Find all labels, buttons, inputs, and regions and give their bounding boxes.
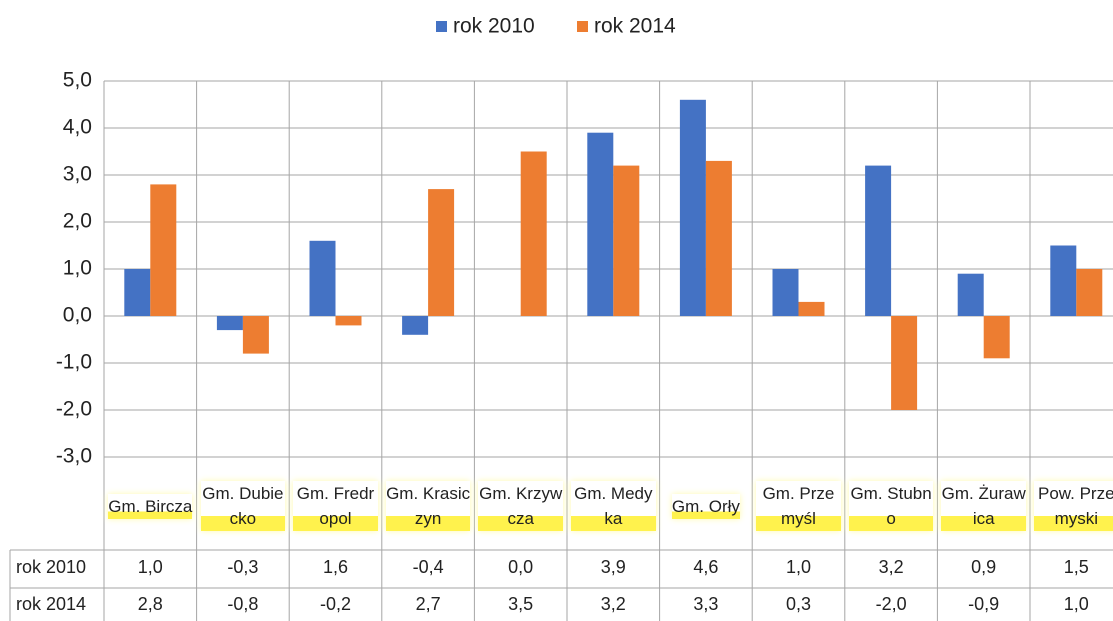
bar bbox=[772, 269, 799, 316]
table-value: 2,8 bbox=[138, 594, 163, 614]
bar bbox=[216, 316, 243, 331]
table-value: 1,0 bbox=[1064, 594, 1089, 614]
bar bbox=[865, 165, 892, 316]
bar bbox=[613, 165, 640, 316]
table-value: 0,0 bbox=[508, 557, 533, 577]
bar bbox=[402, 316, 429, 335]
bar bbox=[124, 269, 151, 316]
bar bbox=[1050, 245, 1077, 316]
x-tick-text: Gm. Orły bbox=[671, 493, 740, 519]
table-value: 3,2 bbox=[601, 594, 626, 614]
x-tick-label: Gm. Przemyśl bbox=[752, 462, 845, 550]
bar bbox=[520, 151, 547, 316]
y-tick-label: 4,0 bbox=[63, 116, 92, 139]
bar bbox=[1076, 269, 1103, 316]
table-row-label: rok 2014 bbox=[16, 594, 86, 614]
bar bbox=[983, 316, 1010, 359]
y-tick-label: 3,0 bbox=[63, 163, 92, 186]
x-tick-text: Gm. Fredropol bbox=[293, 481, 378, 531]
bar bbox=[679, 99, 706, 316]
y-tick-label: -3,0 bbox=[56, 445, 92, 468]
table-value: -0,8 bbox=[227, 594, 258, 614]
bar bbox=[587, 132, 614, 316]
table-value: -0,9 bbox=[968, 594, 999, 614]
x-tick-label: Gm. Bircza bbox=[104, 462, 197, 550]
x-tick-text: Gm. Żurawica bbox=[941, 481, 1026, 531]
legend-label: rok 2010 bbox=[453, 15, 535, 38]
x-tick-label: Gm. Stubno bbox=[845, 462, 938, 550]
table-value: 3,9 bbox=[601, 557, 626, 577]
x-tick-label: Gm. Krasiczyn bbox=[382, 462, 475, 550]
table-value: -2,0 bbox=[876, 594, 907, 614]
x-tick-label: Gm. Żurawica bbox=[937, 462, 1030, 550]
y-tick-label: -1,0 bbox=[56, 351, 92, 374]
table-value: 1,5 bbox=[1064, 557, 1089, 577]
bar bbox=[335, 316, 362, 326]
x-tick-text: Gm. Krasiczyn bbox=[385, 481, 471, 531]
x-tick-text: Pow. Przemyski bbox=[1034, 481, 1113, 531]
y-tick-label: -2,0 bbox=[56, 398, 92, 421]
x-tick-text: Gm. Dubiecko bbox=[200, 481, 286, 531]
table-value: 3,5 bbox=[508, 594, 533, 614]
table-value: 2,7 bbox=[416, 594, 441, 614]
table-value: -0,2 bbox=[320, 594, 351, 614]
y-tick-label: 0,0 bbox=[63, 304, 92, 327]
x-tick-text: Gm. Krzywcza bbox=[478, 481, 563, 531]
table-value: 1,6 bbox=[323, 557, 348, 577]
x-tick-label: Gm. Orły bbox=[660, 462, 753, 550]
table-value: 1,0 bbox=[786, 557, 811, 577]
bar bbox=[428, 189, 455, 316]
x-tick-label: Gm. Dubiecko bbox=[197, 462, 290, 550]
y-tick-label: 5,0 bbox=[63, 69, 92, 92]
x-tick-label: Gm. Krzywcza bbox=[474, 462, 567, 550]
y-tick-label: 2,0 bbox=[63, 210, 92, 233]
table-value: 4,6 bbox=[693, 557, 718, 577]
bar bbox=[798, 301, 825, 316]
legend-label: rok 2014 bbox=[594, 15, 676, 38]
table-value: 3,3 bbox=[693, 594, 718, 614]
table-value: -0,4 bbox=[413, 557, 444, 577]
bar bbox=[150, 184, 177, 316]
table-value: 1,0 bbox=[138, 557, 163, 577]
table-row-label: rok 2010 bbox=[16, 557, 86, 577]
table-value: -0,3 bbox=[227, 557, 258, 577]
bar bbox=[309, 240, 336, 316]
x-tick-text: Gm. Bircza bbox=[108, 493, 193, 519]
x-tick-label: Gm. Medyka bbox=[567, 462, 660, 550]
table-value: 0,9 bbox=[971, 557, 996, 577]
x-tick-text: Gm. Stubno bbox=[848, 481, 934, 531]
bar bbox=[957, 273, 984, 316]
table-value: 0,3 bbox=[786, 594, 811, 614]
legend-swatch bbox=[436, 21, 447, 32]
x-tick-label: Pow. Przemyski bbox=[1030, 462, 1113, 550]
legend-swatch bbox=[577, 21, 588, 32]
table-value: 3,2 bbox=[879, 557, 904, 577]
bar bbox=[242, 316, 269, 354]
x-tick-text: Gm. Przemyśl bbox=[756, 481, 841, 531]
y-tick-label: 1,0 bbox=[63, 257, 92, 280]
bar bbox=[891, 316, 918, 410]
bar bbox=[705, 160, 732, 316]
x-tick-text: Gm. Medyka bbox=[571, 481, 656, 531]
x-tick-label: Gm. Fredropol bbox=[289, 462, 382, 550]
